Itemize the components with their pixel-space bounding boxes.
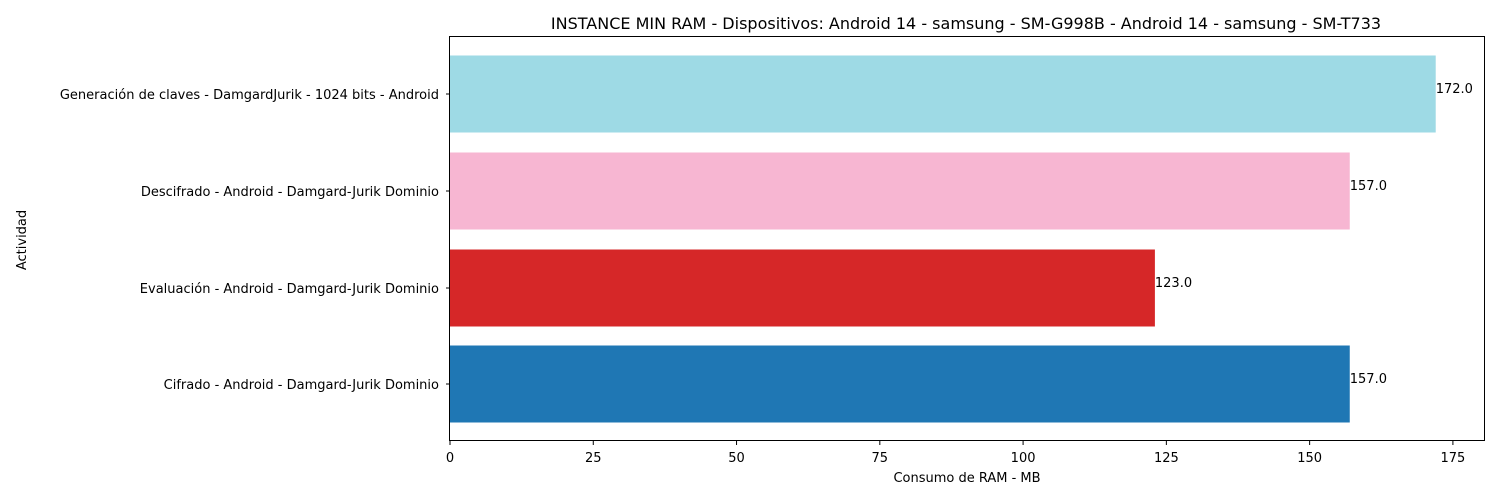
y-tick-label: Cifrado - Android - Damgard-Jurik Domini…	[164, 378, 439, 393]
value-label: 123.0	[1155, 276, 1192, 291]
bar	[450, 55, 1436, 133]
x-tick-label: 175	[1440, 451, 1465, 466]
y-axis-label: Actividad	[15, 210, 30, 270]
x-tick-label: 25	[585, 451, 602, 466]
x-tick-label: 100	[1011, 451, 1036, 466]
y-tick-label: Generación de claves - DamgardJurik - 10…	[60, 88, 439, 103]
value-label: 157.0	[1350, 179, 1387, 194]
x-ticks: 0 25 50 75 100 125 150 175	[446, 441, 1465, 466]
value-label: 172.0	[1436, 82, 1473, 97]
x-axis-label: Consumo de RAM - MB	[893, 471, 1040, 486]
chart-title: INSTANCE MIN RAM - Dispositivos: Android…	[551, 14, 1381, 33]
bars-group	[450, 55, 1436, 423]
value-label: 157.0	[1350, 372, 1387, 387]
x-tick-label: 50	[728, 451, 745, 466]
bar	[450, 249, 1155, 327]
bar	[450, 345, 1350, 423]
bar	[450, 152, 1350, 230]
x-tick-label: 150	[1297, 451, 1322, 466]
y-tick-label: Descifrado - Android - Damgard-Jurik Dom…	[141, 185, 439, 200]
plot-frame	[449, 36, 1485, 441]
y-tick-label: Evaluación - Android - Damgard-Jurik Dom…	[140, 282, 439, 297]
x-tick-label: 125	[1154, 451, 1179, 466]
x-tick-label: 75	[872, 451, 889, 466]
y-tick-labels: Cifrado - Android - Damgard-Jurik Domini…	[60, 88, 450, 393]
x-tick-label: 0	[446, 451, 454, 466]
value-labels: 157.0 123.0 157.0 172.0	[1155, 82, 1473, 387]
